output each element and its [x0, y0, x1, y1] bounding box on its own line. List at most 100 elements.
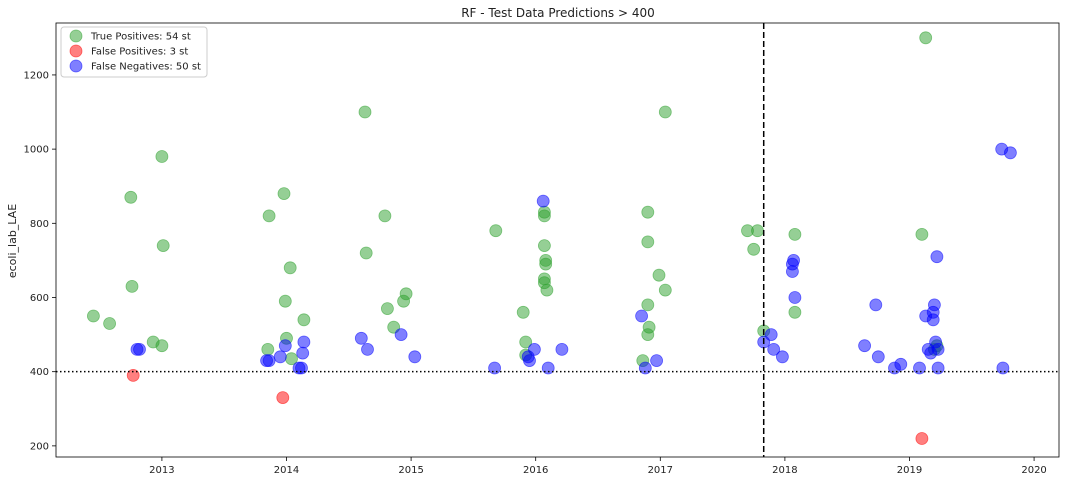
- data-point: [296, 346, 310, 360]
- legend-marker: [69, 44, 83, 58]
- data-point: [155, 339, 169, 353]
- data-point: [869, 298, 883, 312]
- data-point: [125, 279, 139, 293]
- y-axis-title: ecoli_lab_LAE: [6, 204, 19, 278]
- y-tick-label: 600: [30, 293, 49, 304]
- y-tick-label: 800: [30, 219, 49, 230]
- data-point: [641, 298, 655, 312]
- data-point: [156, 239, 170, 253]
- series-2: [130, 142, 1017, 375]
- data-point: [555, 342, 569, 356]
- data-point: [133, 342, 146, 356]
- y-tick-label: 400: [30, 367, 49, 378]
- x-tick-label: 2019: [897, 465, 922, 476]
- chart-title: RF - Test Data Predictions > 400: [461, 6, 655, 20]
- x-tick-label: 2016: [523, 465, 548, 476]
- data-point: [539, 257, 553, 271]
- data-point: [540, 283, 554, 297]
- data-point: [858, 339, 871, 353]
- data-point: [87, 309, 100, 323]
- data-point: [641, 235, 655, 249]
- data-point: [764, 328, 778, 342]
- x-tick-label: 2018: [772, 465, 797, 476]
- data-point: [751, 224, 764, 238]
- legend-box: [60, 26, 208, 78]
- data-point: [776, 350, 789, 364]
- data-point: [262, 354, 276, 368]
- plot-frame: [55, 22, 1060, 458]
- data-point: [103, 317, 116, 330]
- data-point: [641, 205, 655, 219]
- data-point: [786, 265, 799, 278]
- data-point: [915, 432, 929, 445]
- x-tick-label: 2014: [274, 465, 299, 476]
- data-point: [155, 150, 169, 163]
- data-point: [788, 291, 802, 304]
- x-tick-label: 2015: [398, 465, 423, 476]
- y-tick-label: 200: [30, 441, 49, 452]
- data-point: [528, 342, 541, 356]
- data-point: [767, 342, 781, 356]
- data-point: [124, 190, 138, 204]
- data-point: [516, 305, 530, 319]
- data-point: [278, 339, 292, 353]
- data-point: [276, 391, 290, 405]
- data-point: [928, 298, 941, 312]
- data-point: [635, 309, 648, 323]
- data-point: [277, 187, 291, 201]
- data-point: [538, 209, 551, 223]
- legend-marker: [69, 59, 83, 73]
- data-point: [361, 342, 374, 356]
- legend-label: False Positives: 3 st: [91, 47, 188, 58]
- series-1: [126, 368, 929, 445]
- data-point: [536, 194, 550, 208]
- data-point: [931, 342, 945, 356]
- data-point: [930, 250, 944, 264]
- legend: True Positives: 54 st False Positives: 3 …: [60, 26, 208, 78]
- data-point: [931, 361, 945, 375]
- data-point: [399, 287, 413, 301]
- data-point: [489, 224, 503, 238]
- y-tick-label: 1000: [24, 145, 49, 156]
- data-point: [354, 331, 368, 345]
- x-tick-label: 2017: [648, 465, 673, 476]
- data-point: [894, 357, 908, 371]
- data-point: [261, 342, 275, 356]
- legend-label: True Positives: 54 st: [90, 32, 191, 43]
- data-point: [278, 294, 292, 308]
- plot-area: 2013 2014 2015 2016 2017 2018 2019 2020 200 400 60…: [24, 22, 1060, 476]
- data-point: [787, 253, 800, 267]
- data-point: [408, 350, 422, 364]
- data-point: [996, 361, 1010, 375]
- data-point: [519, 335, 533, 349]
- data-point: [273, 350, 287, 364]
- data-point: [747, 242, 761, 256]
- data-point: [283, 261, 297, 275]
- data-point: [358, 105, 372, 119]
- data-point: [919, 31, 933, 45]
- data-point: [297, 335, 311, 349]
- data-point: [915, 227, 929, 241]
- data-point: [926, 313, 940, 327]
- data-point: [394, 328, 408, 342]
- data-point: [913, 361, 926, 375]
- data-point: [871, 350, 885, 364]
- data-point: [658, 283, 672, 297]
- data-point: [788, 305, 802, 319]
- data-point: [380, 302, 394, 316]
- legend-marker: [69, 29, 83, 43]
- data-point: [488, 361, 502, 375]
- x-tick-label: 2020: [1021, 465, 1046, 476]
- data-point: [650, 354, 663, 368]
- data-point: [378, 209, 392, 223]
- data-point: [297, 313, 311, 327]
- y-tick-label: 1200: [24, 70, 49, 81]
- data-point: [658, 105, 672, 119]
- data-point: [538, 239, 551, 253]
- data-point: [523, 354, 536, 368]
- series-0: [87, 31, 944, 368]
- x-tick-label: 2013: [149, 465, 174, 476]
- legend-label: False Negatives: 50 st: [91, 62, 201, 73]
- data-point: [788, 227, 802, 241]
